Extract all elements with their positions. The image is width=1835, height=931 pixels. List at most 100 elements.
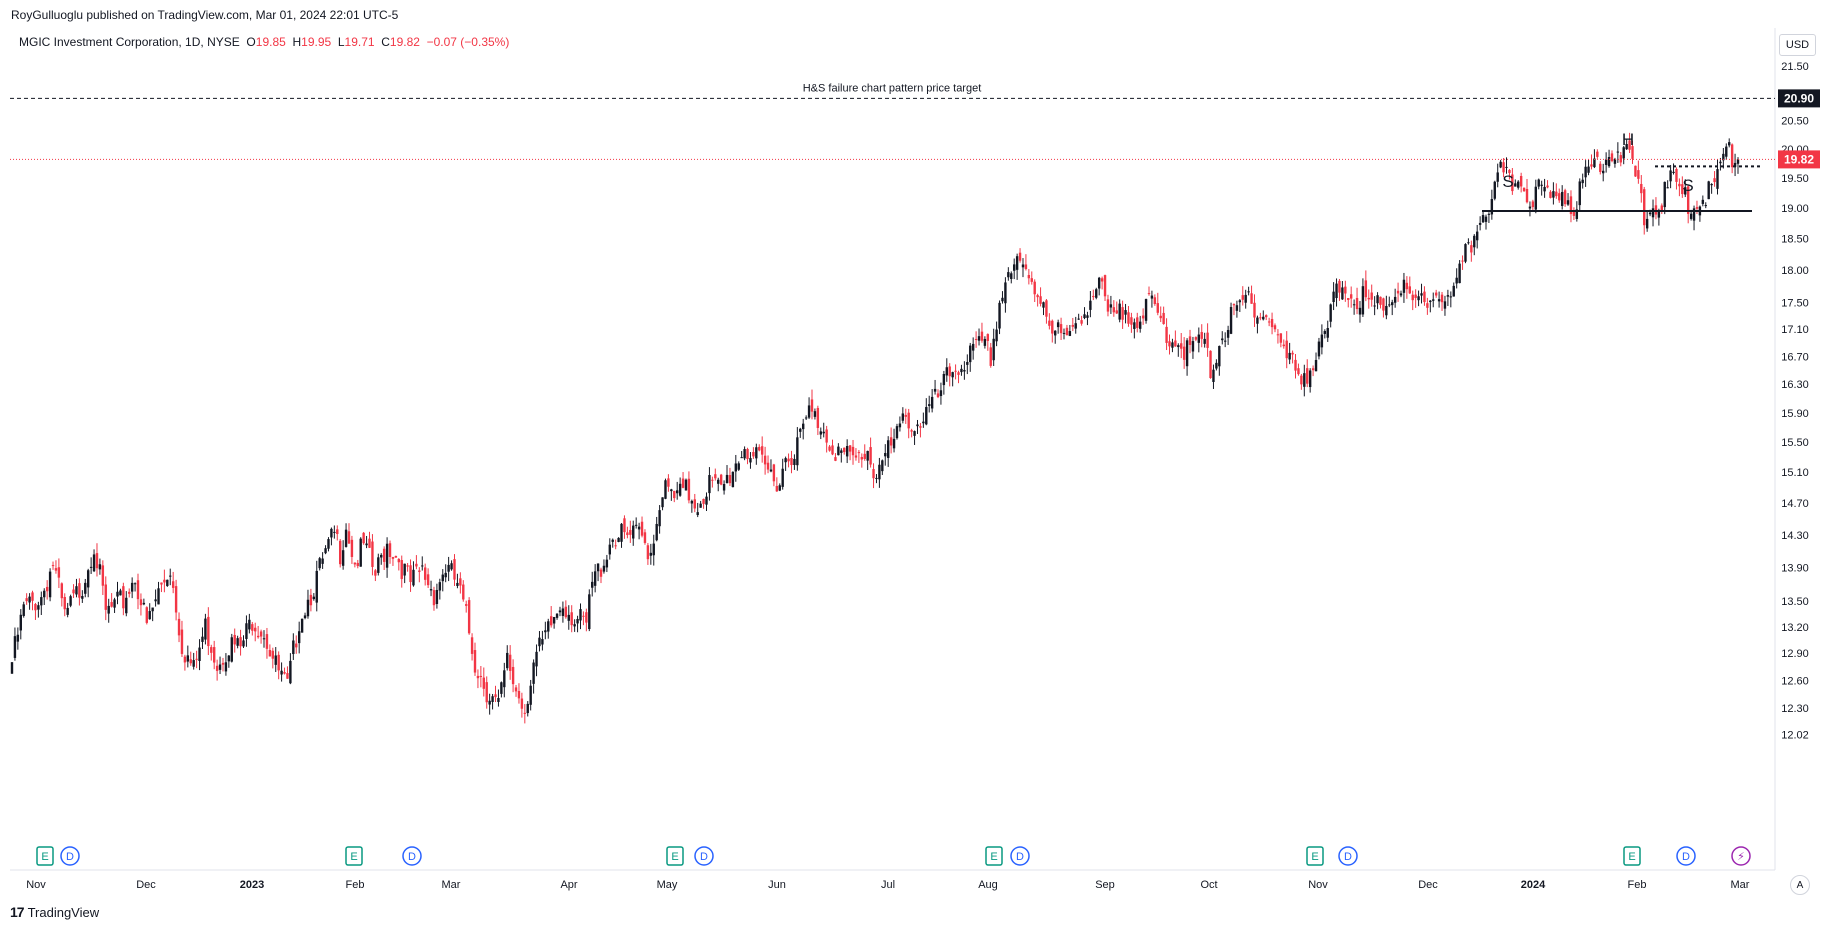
candle [450, 560, 453, 571]
candle-body [1306, 368, 1309, 384]
candle-body [895, 426, 899, 439]
dividend-icon[interactable] [1676, 846, 1696, 866]
candle-body [1660, 205, 1664, 211]
candle-body [1391, 302, 1394, 306]
candle-body [1097, 277, 1101, 289]
dividend-icon[interactable] [402, 846, 422, 866]
dividend-icon-label: D [66, 851, 74, 863]
candle [37, 601, 40, 618]
candle-body [330, 528, 333, 538]
candle [1546, 180, 1549, 189]
candle [1440, 291, 1444, 311]
candle-body [1311, 368, 1315, 371]
candle [406, 563, 409, 572]
earnings-icon[interactable] [985, 846, 1003, 866]
earnings-icon[interactable] [345, 846, 363, 866]
candle-body [1150, 295, 1154, 299]
candle-body [1405, 282, 1409, 290]
candle-body [907, 412, 910, 429]
candle-body [1502, 162, 1505, 173]
candle-body [1071, 324, 1075, 327]
event-markers[interactable]: E D E D E D E D E D E D ⚡ [36, 846, 1751, 866]
earnings-icon[interactable] [1623, 846, 1641, 866]
symbol-name[interactable]: MGIC Investment Corporation, 1D, NYSE [19, 35, 240, 49]
candle-body [1710, 183, 1713, 186]
candle-body [444, 572, 447, 578]
candle-body [690, 500, 694, 504]
last-price-label: 19.82 [1784, 152, 1814, 166]
candle [1212, 364, 1215, 389]
candle-body [467, 600, 471, 634]
candle-body [1221, 338, 1224, 341]
dividend-icon[interactable] [1010, 846, 1030, 866]
candle-body [1736, 159, 1740, 164]
footer-brand[interactable]: 17 TradingView [10, 904, 99, 920]
candle [614, 539, 617, 550]
candle [145, 606, 148, 625]
time-axis[interactable]: Nov Dec 2023 Feb Mar Apr May Jun Jul Aug Sep Oct Nov… [26, 879, 1750, 891]
candle [1229, 302, 1233, 335]
candle [1525, 178, 1529, 204]
dividend-icon[interactable] [694, 846, 714, 866]
candle [423, 563, 427, 586]
candle-body [16, 634, 20, 642]
candle [218, 656, 222, 675]
candle-body [963, 370, 966, 372]
price-tick-label: 13.20 [1781, 622, 1809, 634]
time-tick-label: Jun [768, 879, 786, 891]
dividend-icon[interactable] [60, 846, 80, 866]
candle-body [92, 554, 96, 572]
candle-body [992, 338, 995, 361]
candle-body [760, 446, 764, 455]
low-label: L [337, 35, 345, 49]
auto-scale-button[interactable]: A [1790, 875, 1810, 895]
candle [336, 525, 339, 541]
candle-body [154, 599, 157, 602]
candle [201, 627, 204, 650]
split-icon[interactable] [1731, 846, 1751, 866]
candle-body [737, 463, 740, 470]
candle-body [910, 430, 913, 432]
candle [385, 537, 389, 578]
candle-body [1490, 198, 1494, 215]
earnings-icon[interactable] [1306, 846, 1324, 866]
candle [128, 588, 131, 598]
candle [500, 681, 503, 698]
candle-body [374, 570, 377, 576]
currency-button[interactable]: USD [1779, 34, 1816, 56]
dividend-icon[interactable] [1338, 846, 1358, 866]
candle [391, 556, 395, 566]
candle-body [623, 518, 626, 533]
candle-body [916, 424, 919, 427]
earnings-icon[interactable] [666, 846, 684, 866]
candle-body [1411, 294, 1414, 301]
candle [558, 606, 562, 617]
candle [1282, 339, 1285, 349]
candle-body [1584, 166, 1587, 178]
candle-body [901, 413, 905, 421]
candle-body [699, 503, 702, 508]
candle-body [300, 618, 304, 633]
time-tick-label: Mar [1731, 879, 1750, 891]
candle [1279, 333, 1283, 348]
candle-body [658, 510, 661, 527]
price-tick-label: 21.50 [1781, 61, 1809, 73]
candle [34, 602, 37, 620]
price-tick-label: 16.30 [1781, 379, 1809, 391]
candle [78, 578, 81, 606]
earnings-icon[interactable] [36, 846, 54, 866]
dividend-icon-label: D [408, 851, 416, 863]
high-value: 19.95 [301, 35, 332, 49]
candle-body [295, 643, 298, 648]
candle [1730, 143, 1734, 174]
candle [775, 477, 779, 492]
candle [1537, 178, 1540, 190]
price-chart[interactable]: H&S failure chart pattern price target S H… [0, 0, 1835, 900]
candle [321, 552, 324, 569]
candle-body [245, 623, 248, 639]
candle-body [116, 591, 119, 597]
price-axis[interactable]: 21.5020.5020.0019.5019.0018.5018.0017.50… [1778, 61, 1820, 742]
candle [40, 591, 43, 615]
candle [722, 480, 726, 495]
candle-body [174, 586, 178, 613]
